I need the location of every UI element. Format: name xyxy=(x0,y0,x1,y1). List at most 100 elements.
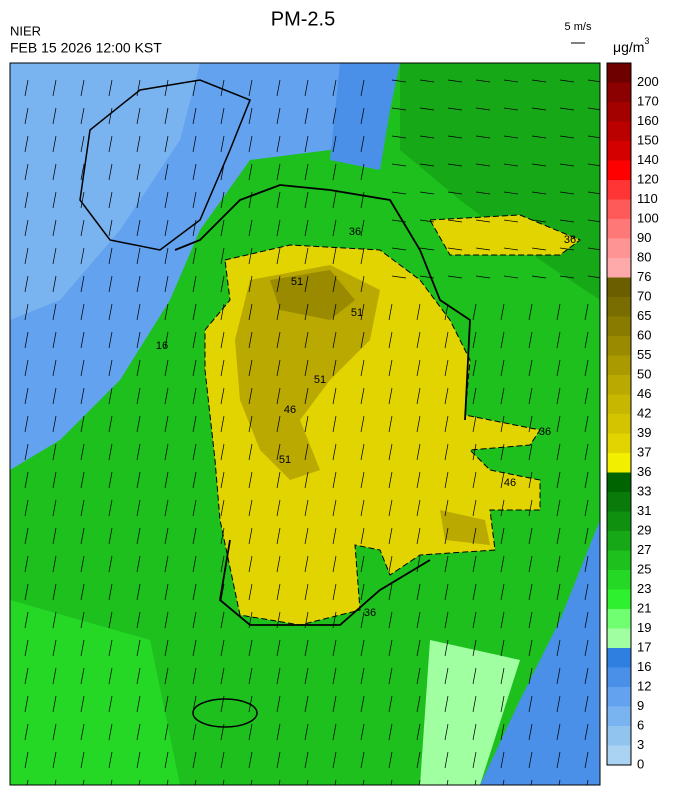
wind-arrow xyxy=(444,527,449,545)
wind-arrow xyxy=(164,303,169,321)
wind-arrow xyxy=(444,415,449,433)
wind-arrow xyxy=(500,639,505,657)
wind-arrow xyxy=(164,247,169,265)
wind-arrow xyxy=(584,751,589,769)
wind-arrow xyxy=(391,219,407,223)
wind-arrow xyxy=(360,247,365,265)
wind-arrow xyxy=(82,779,85,785)
wind-arrow xyxy=(80,723,85,741)
colorbar-swatch xyxy=(607,160,631,181)
wind-arrow xyxy=(556,303,561,321)
wind-arrow xyxy=(164,219,169,237)
wind-arrow xyxy=(80,303,85,321)
wind-arrow xyxy=(276,611,281,629)
wind-arrow xyxy=(531,107,547,111)
wind-arrow xyxy=(388,583,393,601)
wind-arrow xyxy=(192,331,197,349)
wind-arrow xyxy=(472,359,477,377)
colorbar-label: 27 xyxy=(637,542,651,557)
wind-arrow xyxy=(136,499,141,517)
wind-arrow xyxy=(444,667,449,685)
wind-arrow xyxy=(500,751,505,769)
colorbar-label: 80 xyxy=(637,249,651,264)
wind-arrow xyxy=(556,331,561,349)
wind-arrow xyxy=(164,527,169,545)
wind-arrow xyxy=(108,555,113,573)
wind-arrow xyxy=(444,639,449,657)
wind-arrow xyxy=(136,387,141,405)
wind-arrow xyxy=(166,779,169,785)
wind-arrow xyxy=(164,163,169,181)
wind-arrow xyxy=(220,163,225,181)
colorbar-swatch xyxy=(607,414,631,434)
colorbar-label: 100 xyxy=(637,210,659,225)
colorbar-label: 42 xyxy=(637,405,651,420)
wind-arrow xyxy=(52,443,57,461)
colorbar-swatch xyxy=(607,394,631,415)
wind-arrow xyxy=(164,499,169,517)
wind-arrow xyxy=(332,191,337,209)
wind-arrow xyxy=(388,331,393,349)
wind-arrow xyxy=(332,247,337,265)
wind-arrow xyxy=(447,219,463,223)
wind-arrow xyxy=(556,415,561,433)
wind-arrow xyxy=(584,499,589,517)
wind-arrow xyxy=(444,443,449,461)
wind-arrow xyxy=(472,303,477,321)
colorbar-label: 37 xyxy=(637,444,651,459)
wind-arrow xyxy=(248,275,253,293)
wind-arrow xyxy=(503,275,519,279)
wind-arrow xyxy=(136,191,141,209)
wind-arrow xyxy=(192,303,197,321)
wind-arrow xyxy=(559,247,575,251)
colorbar-swatch xyxy=(607,492,631,512)
colorbar-label: 120 xyxy=(637,171,659,186)
wind-arrow xyxy=(80,359,85,377)
wind-arrow xyxy=(220,135,225,153)
wind-arrow xyxy=(80,415,85,433)
wind-arrow xyxy=(24,611,29,629)
wind-arrow xyxy=(136,555,141,573)
wind-arrow xyxy=(416,695,421,713)
wind-arrow xyxy=(164,443,169,461)
wind-arrow xyxy=(556,527,561,545)
colorbar-label: 12 xyxy=(637,678,651,693)
wind-arrow xyxy=(360,107,365,125)
colorbar-swatch xyxy=(607,82,631,103)
wind-arrow xyxy=(391,79,407,83)
wind-arrow xyxy=(556,583,561,601)
wind-arrow xyxy=(192,583,197,601)
wind-arrow xyxy=(304,695,309,713)
colorbar-swatch xyxy=(607,726,631,746)
wind-arrow xyxy=(136,219,141,237)
wind-arrow xyxy=(304,163,309,181)
wind-arrow xyxy=(332,303,337,321)
wind-arrow xyxy=(80,443,85,461)
wind-arrow xyxy=(220,695,225,713)
wind-arrow xyxy=(108,527,113,545)
wind-arrow xyxy=(416,303,421,321)
wind-arrow xyxy=(472,583,477,601)
wind-arrow xyxy=(304,555,309,573)
wind-arrow xyxy=(391,275,407,279)
wind-arrow xyxy=(500,387,505,405)
wind-arrow xyxy=(52,695,57,713)
wind-arrow xyxy=(503,79,519,83)
colorbar-label: 25 xyxy=(637,561,651,576)
wind-arrow xyxy=(136,331,141,349)
wind-arrow xyxy=(192,163,197,181)
wind-arrow xyxy=(584,695,589,713)
wind-arrow xyxy=(444,359,449,377)
wind-arrow xyxy=(559,191,575,195)
wind-arrow xyxy=(248,303,253,321)
wind-arrow xyxy=(54,779,57,785)
wind-arrow xyxy=(52,555,57,573)
colorbar-label: 6 xyxy=(637,717,644,732)
wind-arrow xyxy=(584,303,589,321)
wind-arrow xyxy=(360,191,365,209)
wind-arrow xyxy=(444,723,449,741)
wind-arrow xyxy=(276,527,281,545)
colorbar-swatch xyxy=(607,277,631,298)
colorbar-label: 31 xyxy=(637,503,651,518)
